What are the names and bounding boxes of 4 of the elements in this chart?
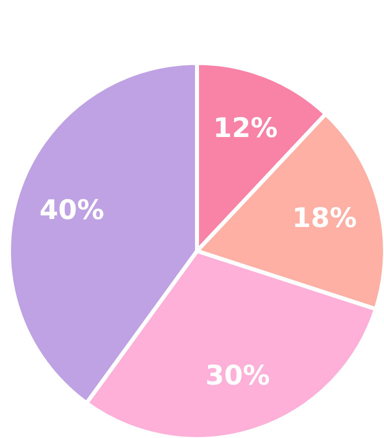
- data-label: 12%: [213, 113, 278, 144]
- data-label: 40%: [40, 194, 104, 226]
- data-label: 18%: [292, 202, 357, 234]
- data-label: 30%: [205, 360, 270, 392]
